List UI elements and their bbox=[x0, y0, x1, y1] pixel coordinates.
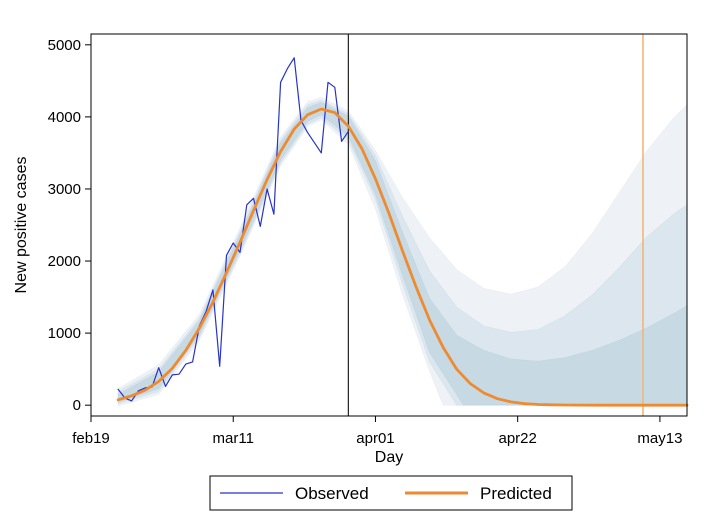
x-axis-title: Day bbox=[375, 449, 403, 466]
x-tick-label: mar11 bbox=[213, 430, 254, 447]
series-predicted bbox=[116, 107, 689, 407]
legend-predicted-label: Predicted bbox=[480, 484, 552, 503]
legend-observed-label: Observed bbox=[295, 484, 369, 503]
y-tick-label: 3000 bbox=[48, 181, 81, 198]
x-axis: feb19 mar11 apr01 apr22 may13 bbox=[72, 416, 682, 447]
x-tick-label: feb19 bbox=[72, 430, 110, 447]
y-tick-label: 0 bbox=[73, 397, 81, 414]
legend: Observed Predicted bbox=[209, 475, 573, 511]
x-tick-label: apr22 bbox=[498, 430, 536, 447]
y-tick-label: 4000 bbox=[48, 109, 81, 126]
y-axis-title: New positive cases bbox=[13, 157, 30, 294]
y-axis: 0 1000 2000 3000 4000 5000 bbox=[48, 37, 91, 414]
reference-lines bbox=[347, 34, 644, 416]
x-tick-label: may13 bbox=[637, 430, 682, 447]
series-lines bbox=[116, 57, 689, 407]
series-observed bbox=[117, 57, 349, 402]
y-tick-label: 2000 bbox=[48, 253, 81, 270]
x-tick-label: apr01 bbox=[356, 430, 394, 447]
plot-frame bbox=[90, 33, 688, 417]
y-tick-label: 1000 bbox=[48, 325, 81, 342]
y-tick-label: 5000 bbox=[48, 37, 81, 54]
